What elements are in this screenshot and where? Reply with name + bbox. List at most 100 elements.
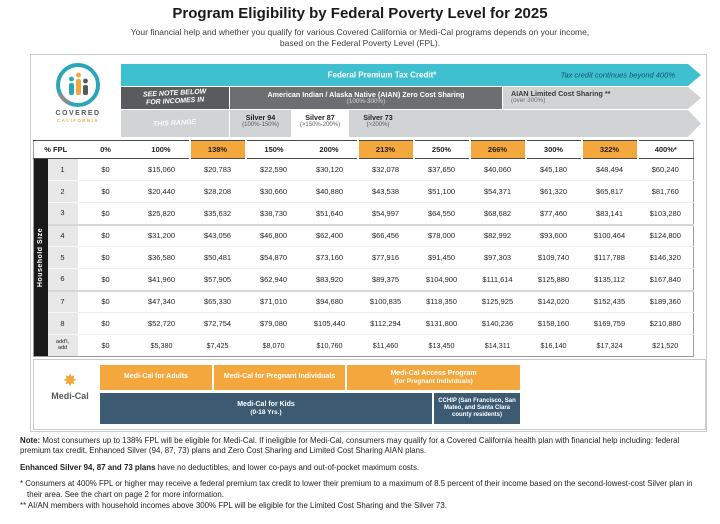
income-cell: $135,112 [581,268,638,291]
silver-94-name: Silver 94 [245,113,276,122]
fpl-column-header: 100% [133,140,190,159]
income-cell: $15,060 [133,158,190,181]
income-cell: $0 [77,158,134,181]
income-cell: $37,650 [413,158,470,181]
income-cell: $48,494 [581,158,638,181]
medical-pregnant-bar: Medi-Cal for Pregnant Individuals [214,365,345,390]
silver-73-cell: Silver 73 (>200%) [349,110,407,137]
silver-plans-arrow: Silver 94 (100%-150%) Silver 87 (>150%-2… [230,110,701,137]
income-cell: $51,640 [301,202,358,225]
income-cell: $152,435 [581,289,638,313]
income-cell: $169,759 [581,312,638,335]
logo-wordmark-covered: COVERED [55,110,101,117]
income-cell: $43,056 [189,223,246,247]
income-cell: $78,000 [413,223,470,247]
enhanced-silver-text: have no deductibles, and lower co-pays a… [155,462,420,472]
income-cell: $20,783 [189,158,246,181]
fpl-column-header: 266% [468,140,527,159]
income-cell: $125,880 [525,268,582,291]
income-cell: $73,160 [301,246,358,269]
income-cell: $32,078 [357,158,414,181]
income-cell: $72,754 [189,312,246,335]
note-medical: Note: Most consumers up to 138% FPL will… [20,436,704,457]
household-size-cell: 1 [47,158,78,181]
medical-kids-line-1: Medi-Cal for Kids [237,400,295,408]
tax-credit-label: Federal Premium Tax Credit* [327,70,437,80]
fpl-income-table: % FPL 0% 100% 138% 150% 200% 213% 250% 266% 300% 3… [33,140,695,357]
income-cell: $25,820 [133,202,190,225]
household-size-cell: 3 [47,202,78,225]
subtitle-line-2: based on the Federal Poverty Level (FPL)… [279,38,441,49]
income-cell: $100,835 [357,289,414,313]
income-cell: $16,140 [525,334,582,357]
income-cell: $140,236 [469,312,526,335]
income-cell: $62,940 [245,268,302,291]
silver-87-cell: Silver 87 (>150%-200%) [291,110,349,137]
household-row: 4 $0 $31,200 $43,056 $46,800 $62,400 $66,456 $7… [34,223,694,247]
income-cell: $0 [77,289,134,313]
income-cell: $100,464 [581,223,638,247]
income-cell: $30,120 [301,158,358,181]
income-cell: $41,960 [133,268,190,291]
medical-kids-line-2: (0-18 Yrs.) [250,408,282,416]
income-cell: $142,020 [525,289,582,313]
income-cell: $40,060 [469,158,526,181]
medical-programs-section: ✸ Medi-Cal Medi-Cal for Adults Medi-Cal … [33,359,706,430]
medical-access-program-bar: Medi-Cal Access Program (for Pregnant In… [347,365,520,390]
income-cell: $117,788 [581,246,638,269]
silver-73-name: Silver 73 [363,113,393,122]
income-cell: $109,740 [525,246,582,269]
page-title: Program Eligibility by Federal Poverty L… [172,5,548,22]
fpl-column-header: 300% [525,140,582,159]
income-cell: $51,100 [413,180,470,203]
income-cell: $5,380 [133,334,190,357]
income-cell: $71,010 [245,289,302,313]
medical-flower-icon: ✸ [62,371,78,390]
fpl-column-header: 150% [245,140,302,159]
household-row: add'l, add $0 $5,380 $7,425 $8,070 $10,760 $11… [34,334,694,357]
income-cell: $62,400 [301,223,358,247]
income-cell: $14,311 [469,334,526,357]
household-size-cell: 5 [47,246,78,269]
household-size-axis-label: Household Size [37,227,45,288]
income-cell: $125,925 [469,289,526,313]
income-cell: $68,682 [469,202,526,225]
income-cell: $64,550 [413,202,470,225]
income-cell: $89,375 [357,268,414,291]
note-star-1: * Consumers at 400% FPL or higher may re… [20,479,693,499]
income-cell: $31,200 [133,223,190,247]
income-cell: $112,294 [357,312,414,335]
silver-87-range: (>150%-200%) [299,122,341,128]
income-cell: $0 [77,180,134,203]
income-cell: $54,870 [245,246,302,269]
medical-access-line-2: (for Pregnant Individuals) [394,377,473,385]
medical-access-line-1: Medi-Cal Access Program [390,369,477,377]
income-cell: $0 [77,223,134,247]
medical-label: Medi-Cal [51,391,89,401]
tax-credit-beyond-400-note: Tax credit continues beyond 400% [560,70,675,80]
silver-73-range: (>200%) [366,122,390,128]
household-size-axis: Household Size [33,158,48,357]
income-cell: $210,880 [637,312,694,335]
income-cell: $118,350 [413,289,470,313]
household-size-cell: 7 [47,289,78,313]
income-cell: $81,760 [637,180,694,203]
household-size-cell: 2 [47,180,78,203]
income-cell: $79,080 [245,312,302,335]
this-range-box: THIS RANGE [121,110,229,137]
income-cell: $65,817 [581,180,638,203]
medical-adults-label: Medi-Cal for Adults [124,373,188,381]
income-cell: $45,180 [525,158,582,181]
covered-california-logo: COVERED CALIFORNIA [39,62,117,123]
income-cell: $83,141 [581,202,638,225]
income-cell: $104,900 [413,268,470,291]
income-cell: $47,340 [133,289,190,313]
income-cell: $82,992 [469,223,526,247]
income-cell: $77,916 [357,246,414,269]
fpl-column-header: 213% [356,140,415,159]
household-row: 6 $0 $41,960 $57,905 $62,940 $83,920 $89,375 $1… [34,268,694,291]
household-row: 2 $0 $20,440 $28,208 $30,660 $40,880 $43,538 $5… [34,180,694,203]
fpl-corner-header: % FPL [33,140,78,159]
aian-limited-cost-sharing-arrow: AIAN Limited Cost Sharing ** (over 300%) [503,87,701,109]
income-cell: $103,280 [637,202,694,225]
